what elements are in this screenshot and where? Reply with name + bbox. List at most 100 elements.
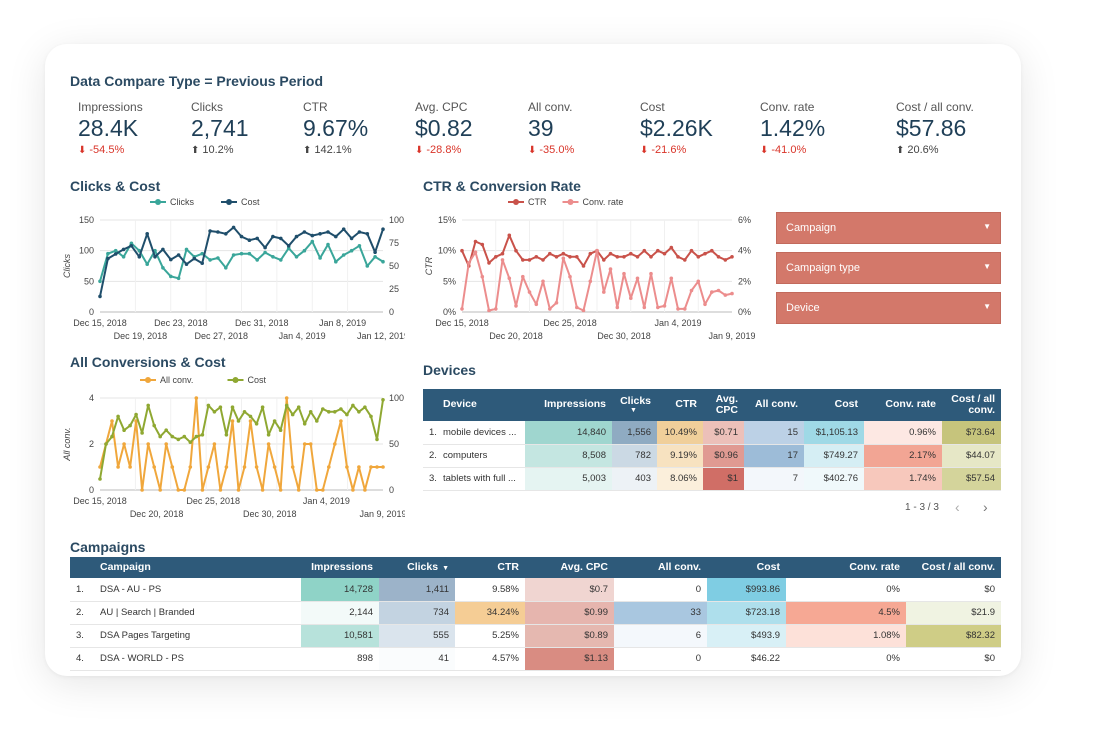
column-header[interactable]: Impressions — [301, 557, 379, 578]
data-point — [381, 227, 385, 231]
kpi-change: ⬇ -41.0% — [760, 144, 870, 156]
data-point — [521, 274, 525, 279]
x-tick-label: Dec 15, 2018 — [73, 496, 127, 506]
compare-type-title: Data Compare Type = Previous Period — [70, 73, 323, 89]
data-point — [310, 233, 315, 238]
data-point — [333, 442, 337, 446]
next-page-icon[interactable]: › — [983, 499, 988, 515]
campaign-filter[interactable]: Campaign ▼ — [776, 212, 1001, 244]
legend-item[interactable]: Clicks — [150, 197, 194, 207]
data-point — [568, 255, 572, 259]
data-point — [341, 253, 346, 257]
column-header[interactable]: Campaign — [70, 557, 301, 578]
data-point — [146, 442, 150, 446]
column-header[interactable]: Conv. rate — [864, 389, 942, 421]
column-header[interactable]: All conv. — [744, 389, 804, 421]
x-tick-label: Jan 4, 2019 — [303, 496, 350, 506]
legend-item[interactable]: Cost — [227, 375, 267, 385]
data-point — [184, 262, 189, 266]
data-point — [534, 302, 539, 307]
column-header[interactable]: All conv. — [614, 557, 707, 578]
kpi-change: ⬇ -21.6% — [640, 144, 750, 156]
table-row[interactable]: 3. tablets with full ... 5,003 403 8.06% $1 7 $… — [423, 467, 1001, 491]
column-header[interactable]: Conv. rate — [786, 557, 906, 578]
table-row[interactable]: 1. mobile devices ... 14,840 1,556 10.49% $0.… — [423, 421, 1001, 445]
data-point — [357, 410, 361, 414]
y2-tick-label: 2% — [738, 276, 751, 286]
value-cell: $0.7 — [525, 578, 614, 602]
data-point — [710, 248, 714, 253]
prev-page-icon[interactable]: ‹ — [955, 499, 960, 515]
x-tick-label: Dec 30, 2018 — [597, 331, 651, 341]
column-header[interactable]: CTR — [657, 389, 703, 421]
value-cell: 10.49% — [657, 421, 703, 445]
table-row[interactable]: 1. DSA - AU - PS 14,728 1,411 9.58% $0.7 0 $993… — [70, 578, 1001, 602]
data-point — [494, 307, 498, 311]
data-point — [212, 410, 217, 414]
sort-desc-icon: ▼ — [442, 564, 449, 572]
data-point — [460, 248, 464, 253]
kpi-change: ⬆ 10.2% — [191, 144, 301, 156]
data-point — [158, 434, 162, 439]
column-header[interactable]: Clicks ▼ — [612, 389, 657, 421]
y2-tick-label: 25 — [389, 284, 399, 294]
data-point — [271, 234, 275, 239]
legend-item[interactable]: Cost — [221, 197, 260, 207]
chevron-down-icon: ▼ — [983, 222, 991, 231]
column-header-label: Device — [443, 398, 477, 411]
data-point — [351, 488, 355, 492]
kpi-label: Cost / all conv. — [896, 100, 974, 114]
table-row[interactable]: 2. computers 8,508 782 9.19% $0.96 17 $749.27 2.… — [423, 444, 1001, 468]
legend-item[interactable]: CTR — [508, 197, 547, 207]
column-header[interactable]: Cost — [707, 557, 786, 578]
data-point — [308, 410, 313, 414]
data-point — [381, 465, 385, 469]
data-point — [302, 422, 307, 426]
value-cell: 0% — [786, 578, 906, 602]
data-point — [629, 251, 633, 256]
column-header[interactable]: Avg. CPC — [525, 557, 614, 578]
value-cell: $1 — [703, 467, 744, 491]
table-row[interactable]: 4. DSA - WORLD - PS 898 41 4.57% $1.13 0 $46.22… — [70, 647, 1001, 671]
data-point — [349, 236, 354, 241]
table-row[interactable]: 2. AU | Search | Branded 2,144 734 34.24% $0.… — [70, 601, 1001, 625]
data-point — [294, 234, 299, 239]
data-point — [169, 257, 173, 262]
data-point — [514, 248, 518, 253]
data-point — [327, 465, 331, 469]
column-header[interactable]: Avg. CPC — [703, 389, 744, 421]
data-point — [315, 419, 319, 423]
table-row[interactable]: 3. DSA Pages Targeting 10,581 555 5.25% $0.89… — [70, 624, 1001, 648]
data-point — [231, 225, 236, 230]
kpi-change-value: -41.0% — [771, 144, 807, 156]
column-header[interactable]: Clicks ▼ — [379, 557, 455, 578]
data-point — [110, 419, 114, 423]
data-point — [527, 258, 532, 262]
data-point — [152, 465, 156, 469]
column-header[interactable]: Cost / all conv. — [906, 557, 1001, 578]
campaign-type-filter[interactable]: Campaign type ▼ — [776, 252, 1001, 284]
value-cell: 14,840 — [525, 421, 612, 445]
value-cell: $402.76 — [804, 467, 864, 491]
column-header-label: Avg. CPC — [560, 560, 608, 573]
column-header[interactable]: Impressions — [525, 389, 612, 421]
data-point — [152, 423, 156, 428]
data-point — [294, 255, 299, 259]
column-header-label: Impressions — [311, 560, 373, 573]
data-point — [689, 288, 694, 293]
value-cell: 9.19% — [657, 444, 703, 468]
y2-tick-label: 0 — [389, 485, 394, 495]
row-label-cell: 1. DSA - AU - PS — [70, 578, 301, 602]
column-header[interactable]: Device — [423, 389, 525, 421]
device-filter[interactable]: Device ▼ — [776, 292, 1001, 324]
data-point — [460, 307, 464, 311]
column-header[interactable]: Cost — [804, 389, 864, 421]
kpi-label: Avg. CPC — [415, 100, 468, 114]
value-cell: $1.13 — [525, 647, 614, 671]
data-point — [656, 305, 660, 310]
legend-item[interactable]: All conv. — [140, 375, 193, 385]
arrow-down-icon: ⬇ — [78, 145, 87, 156]
column-header[interactable]: Cost / all conv. — [942, 389, 1001, 421]
column-header[interactable]: CTR — [455, 557, 525, 578]
legend-item[interactable]: Conv. rate — [562, 197, 624, 207]
